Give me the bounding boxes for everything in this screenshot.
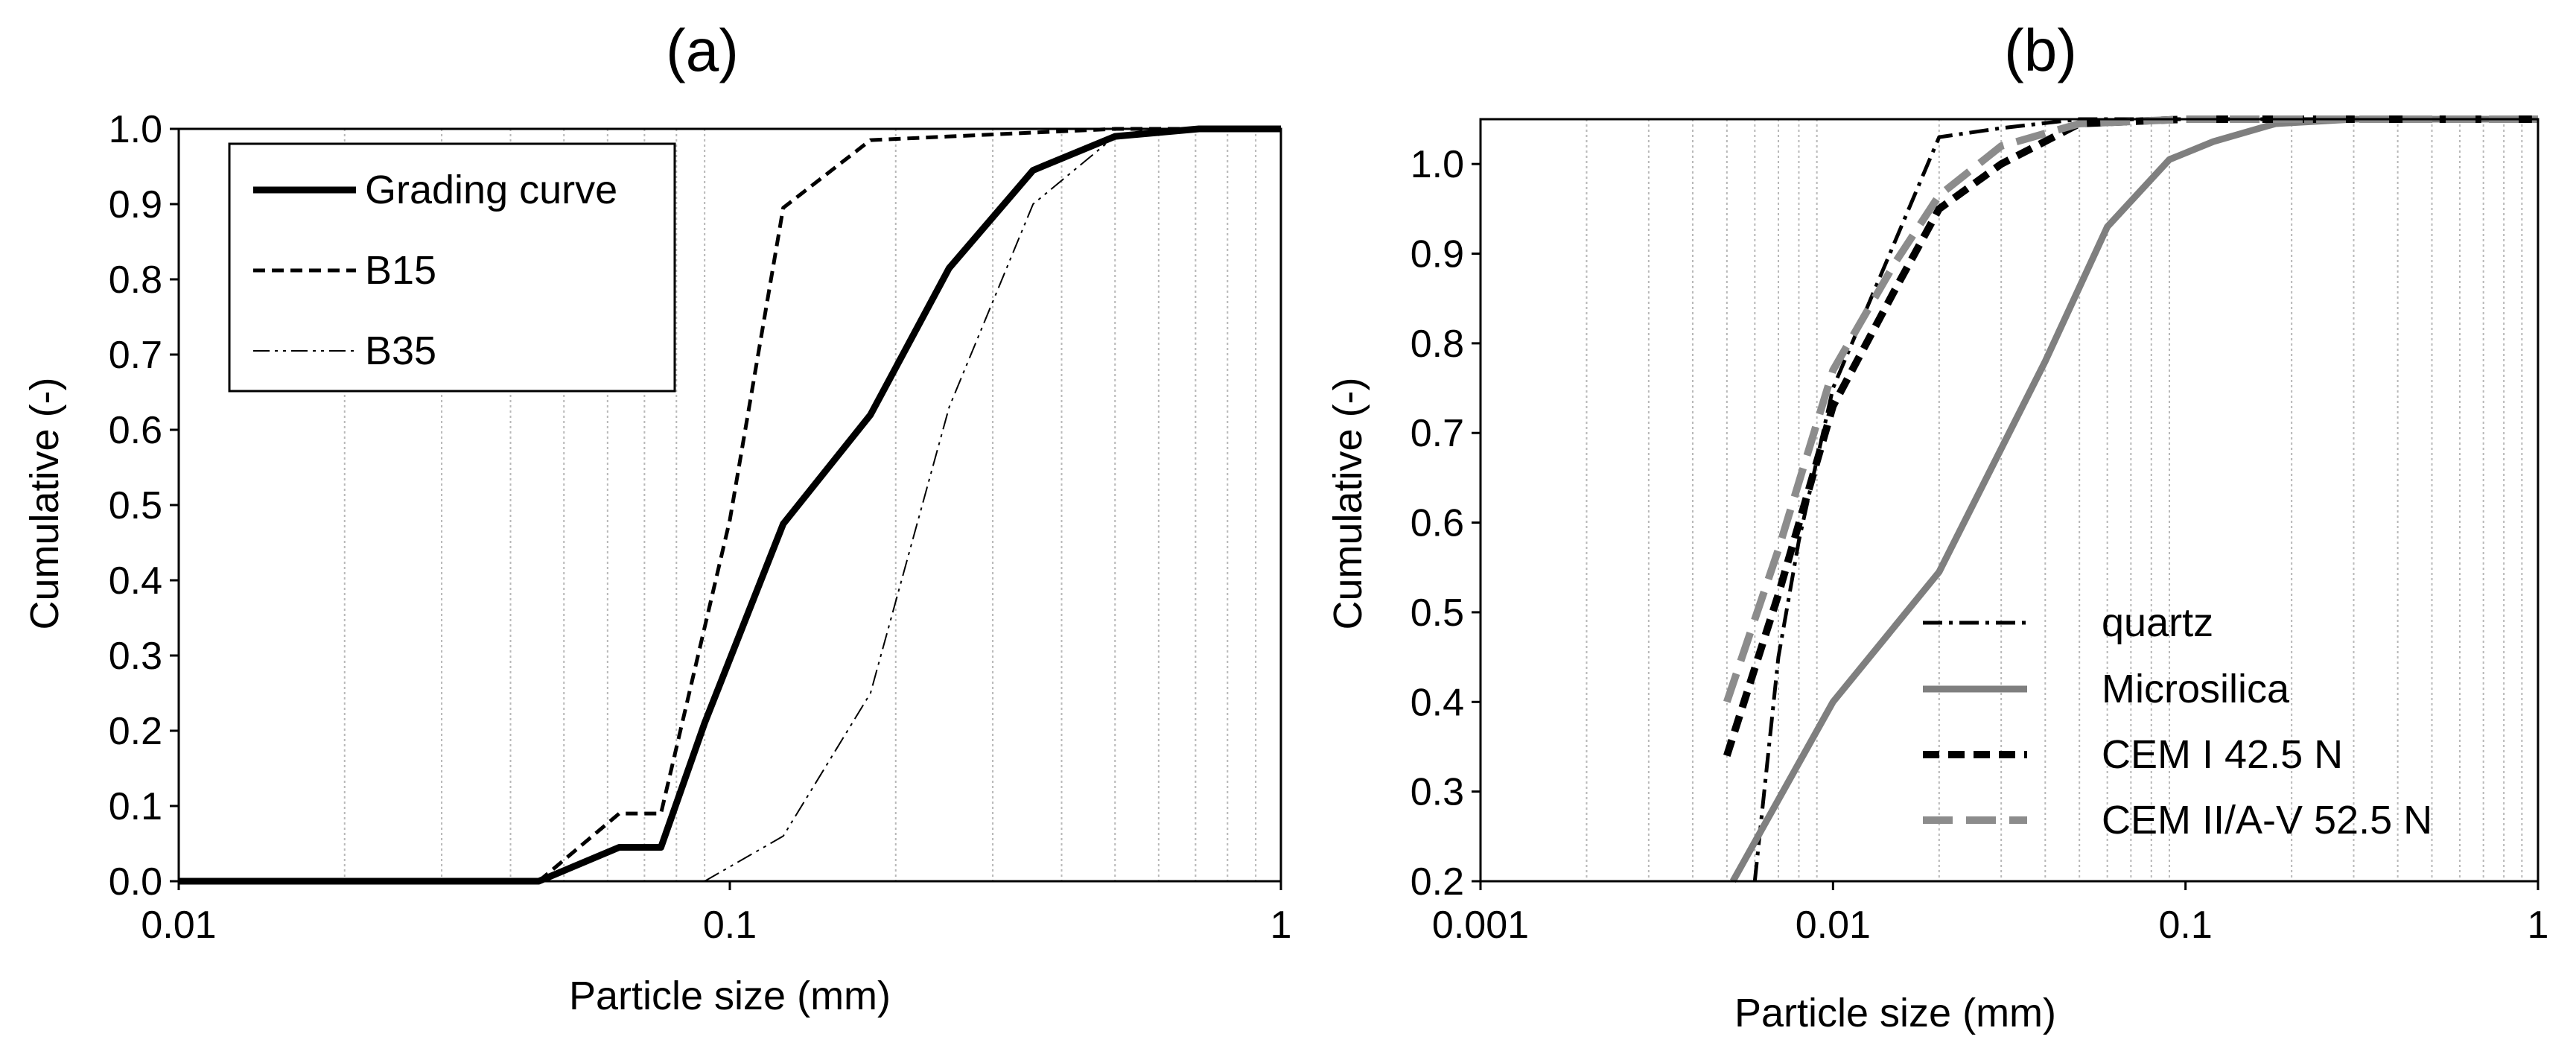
y-tick-label: 1.0 (109, 108, 162, 151)
y-tick-label: 0.9 (109, 183, 162, 226)
y-tick-label: 0.8 (1411, 323, 1464, 366)
x-ticks-a: 0.01 0.1 1 (141, 881, 1291, 947)
series-line-cem-i-42-5-n (1723, 115, 2538, 758)
chart-title-a: (a) (666, 17, 739, 83)
series-line-b15 (537, 127, 1281, 883)
y-tick-label: 0.3 (1411, 771, 1464, 814)
y-ticks-a: 0.0 0.1 0.2 0.3 0.4 0.5 0.6 0.7 0.8 0.9 1.0 (109, 108, 179, 904)
legend-label-cem-ii: CEM II/A-V 52.5 N (2102, 798, 2432, 842)
y-tick-label: 0.5 (1411, 591, 1464, 635)
y-tick-label: 0.5 (109, 484, 162, 527)
y-tick-label: 0.1 (109, 785, 162, 828)
series-line-grading-curve (179, 125, 1281, 885)
chart-panel-b: (b) Particle size (mm) Cumulative (-) 0.… (1326, 17, 2548, 1035)
series-line-cem-ii-a-v-52-5-n (1723, 115, 2538, 703)
y-tick-label: 0.0 (109, 860, 162, 904)
y-tick-label: 1.0 (1411, 143, 1464, 186)
x-tick-label: 0.001 (1432, 904, 1529, 947)
x-tick-label: 0.01 (1796, 904, 1871, 947)
y-ticks-b: 0.2 0.3 0.4 0.5 0.6 0.7 0.8 0.9 1.0 (1411, 143, 1481, 904)
x-tick-label: 0.1 (2159, 904, 2213, 947)
y-tick-label: 0.3 (109, 635, 162, 678)
chart-panel-a: (a) Particle size (mm) Cumulative (-) 0.… (22, 17, 1291, 1018)
y-tick-label: 0.6 (1411, 502, 1464, 545)
legend-label-cem-i: CEM I 42.5 N (2102, 732, 2343, 777)
y-tick-label: 0.4 (1411, 681, 1464, 724)
plot-area-b (1479, 118, 2540, 883)
x-tick-label: 0.01 (141, 904, 216, 947)
y-tick-label: 0.7 (1411, 412, 1464, 455)
x-axis-label-a: Particle size (mm) (569, 974, 891, 1018)
legend-label-microsilica: Microsilica (2102, 667, 2290, 711)
y-tick-label: 0.9 (1411, 233, 1464, 276)
chart-title-b: (b) (2004, 17, 2077, 83)
y-tick-label: 0.4 (109, 559, 162, 603)
y-tick-label: 0.2 (109, 710, 162, 753)
y-axis-label-a: Cumulative (-) (22, 377, 67, 629)
y-axis-label-b: Cumulative (-) (1326, 377, 1370, 629)
legend-box-a (228, 142, 676, 393)
y-tick-label: 0.6 (109, 409, 162, 452)
legend-b: quartz Microsilica CEM I 42.5 N CEM II/A… (1923, 600, 2432, 842)
legend-a: Grading curve B15 B35 (228, 142, 676, 393)
grid-b (1586, 119, 2523, 881)
x-ticks-b: 0.001 0.01 0.1 1 (1432, 881, 2549, 947)
series-group-b (1723, 115, 2538, 883)
series-line-quartz (1752, 117, 2538, 882)
x-axis-label-b: Particle size (mm) (1734, 991, 2056, 1035)
series-line-b35 (704, 128, 1281, 882)
legend-label-quartz: quartz (2102, 600, 2213, 645)
y-tick-label: 0.7 (109, 334, 162, 377)
legend-label-b15: B15 (365, 248, 436, 293)
legend-label-grading-curve: Grading curve (365, 168, 617, 212)
legend-label-b35: B35 (365, 329, 436, 373)
x-tick-label: 1 (1270, 904, 1292, 947)
x-tick-label: 1 (2528, 904, 2549, 947)
series-group-a (179, 125, 1281, 885)
y-tick-label: 0.8 (109, 258, 162, 302)
y-tick-label: 0.2 (1411, 860, 1464, 904)
x-tick-label: 0.1 (703, 904, 757, 947)
